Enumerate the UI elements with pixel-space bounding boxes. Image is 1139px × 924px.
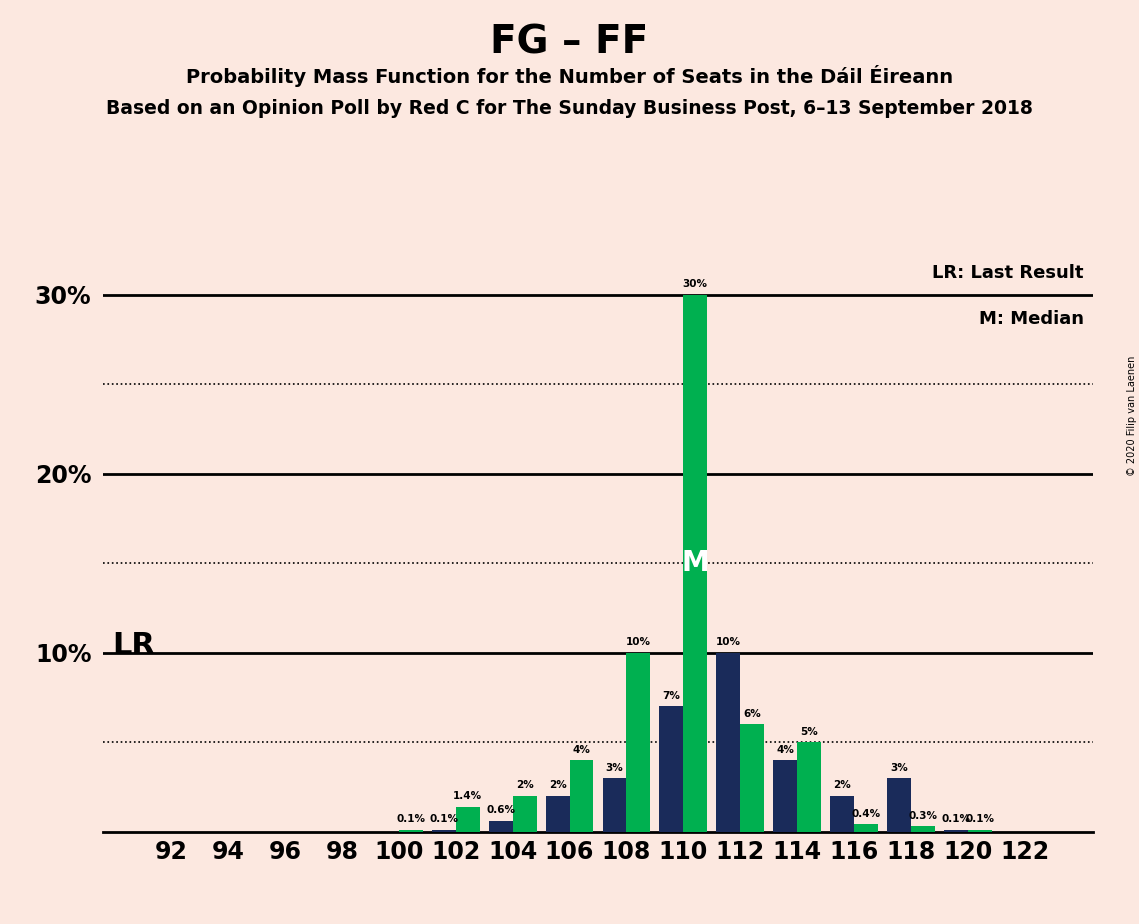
Text: 10%: 10% (715, 638, 740, 647)
Bar (513, 796, 536, 832)
Text: 0.1%: 0.1% (396, 814, 425, 824)
Text: Probability Mass Function for the Number of Seats in the Dáil Éireann: Probability Mass Function for the Number… (186, 65, 953, 87)
Text: FG – FF: FG – FF (491, 23, 648, 61)
Bar (399, 830, 423, 832)
Text: 5%: 5% (800, 726, 818, 736)
Text: 0.4%: 0.4% (851, 809, 880, 819)
Bar (659, 706, 683, 832)
Bar (432, 830, 456, 832)
Text: 0.6%: 0.6% (486, 806, 515, 816)
Bar (797, 742, 821, 832)
Text: 1.4%: 1.4% (453, 791, 482, 801)
Text: 2%: 2% (549, 781, 566, 790)
Text: 3%: 3% (606, 762, 623, 772)
Bar (968, 830, 992, 832)
Bar (603, 778, 626, 832)
Bar (716, 652, 740, 832)
Text: M: Median: M: Median (978, 310, 1083, 328)
Text: © 2020 Filip van Laenen: © 2020 Filip van Laenen (1126, 356, 1137, 476)
Bar (830, 796, 854, 832)
Bar (887, 778, 911, 832)
Text: 10%: 10% (625, 638, 650, 647)
Bar (570, 760, 593, 832)
Bar (854, 824, 878, 832)
Bar (773, 760, 797, 832)
Text: 0.1%: 0.1% (429, 814, 458, 824)
Bar (546, 796, 570, 832)
Bar (456, 807, 480, 832)
Text: 7%: 7% (663, 691, 680, 701)
Bar (944, 830, 968, 832)
Text: 0.1%: 0.1% (965, 814, 994, 824)
Text: 2%: 2% (833, 781, 851, 790)
Text: 4%: 4% (776, 745, 794, 755)
Text: 0.3%: 0.3% (908, 811, 937, 821)
Text: LR: Last Result: LR: Last Result (932, 264, 1083, 283)
Text: M: M (681, 549, 710, 578)
Text: LR: LR (113, 631, 155, 660)
Text: 4%: 4% (573, 745, 590, 755)
Text: 30%: 30% (682, 279, 707, 289)
Text: 0.1%: 0.1% (941, 814, 970, 824)
Bar (911, 826, 935, 832)
Text: Based on an Opinion Poll by Red C for The Sunday Business Post, 6–13 September 2: Based on an Opinion Poll by Red C for Th… (106, 99, 1033, 118)
Text: 6%: 6% (744, 709, 761, 719)
Bar (626, 652, 650, 832)
Text: 3%: 3% (890, 762, 908, 772)
Bar (683, 295, 707, 832)
Bar (489, 821, 513, 832)
Text: 2%: 2% (516, 781, 533, 790)
Bar (740, 724, 764, 832)
